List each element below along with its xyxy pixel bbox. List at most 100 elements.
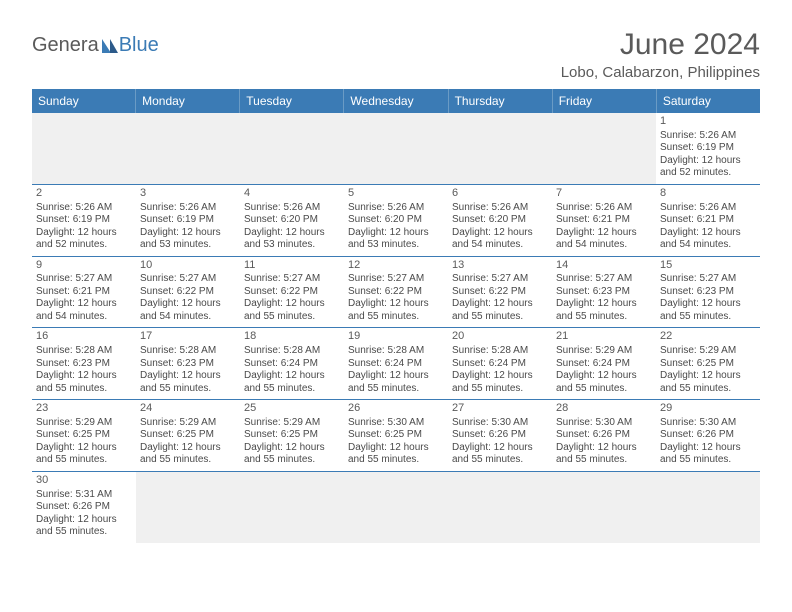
day-cell: 30Sunrise: 5:31 AMSunset: 6:26 PMDayligh… — [32, 472, 136, 543]
day-number: 14 — [556, 259, 652, 273]
daylight1-text: Daylight: 12 hours — [244, 370, 340, 383]
daylight2-text: and 55 minutes. — [660, 311, 756, 324]
calendar-grid: SundayMondayTuesdayWednesdayThursdayFrid… — [32, 89, 760, 543]
sunrise-text: Sunrise: 5:29 AM — [140, 417, 236, 430]
sunrise-text: Sunrise: 5:26 AM — [452, 202, 548, 215]
daylight1-text: Daylight: 12 hours — [244, 227, 340, 240]
day-cell: 3Sunrise: 5:26 AMSunset: 6:19 PMDaylight… — [136, 185, 240, 256]
sunset-text: Sunset: 6:19 PM — [660, 142, 756, 155]
week-row: 2Sunrise: 5:26 AMSunset: 6:19 PMDaylight… — [32, 185, 760, 257]
sunset-text: Sunset: 6:21 PM — [660, 214, 756, 227]
day-cell: 24Sunrise: 5:29 AMSunset: 6:25 PMDayligh… — [136, 400, 240, 471]
day-number: 21 — [556, 330, 652, 344]
sunset-text: Sunset: 6:25 PM — [348, 429, 444, 442]
day-cell: 9Sunrise: 5:27 AMSunset: 6:21 PMDaylight… — [32, 257, 136, 328]
sunrise-text: Sunrise: 5:29 AM — [244, 417, 340, 430]
sunset-text: Sunset: 6:25 PM — [140, 429, 236, 442]
daylight1-text: Daylight: 12 hours — [348, 370, 444, 383]
day-number: 24 — [140, 402, 236, 416]
logo-icon — [102, 39, 118, 53]
sunset-text: Sunset: 6:23 PM — [660, 286, 756, 299]
daylight2-text: and 55 minutes. — [36, 454, 132, 467]
sunset-text: Sunset: 6:26 PM — [660, 429, 756, 442]
logo: Genera Blue — [32, 34, 159, 57]
sunrise-text: Sunrise: 5:26 AM — [36, 202, 132, 215]
day-number: 15 — [660, 259, 756, 273]
sunrise-text: Sunrise: 5:27 AM — [556, 273, 652, 286]
sunset-text: Sunset: 6:25 PM — [244, 429, 340, 442]
sunrise-text: Sunrise: 5:30 AM — [660, 417, 756, 430]
day-number: 6 — [452, 187, 548, 201]
daylight1-text: Daylight: 12 hours — [660, 227, 756, 240]
sunset-text: Sunset: 6:23 PM — [556, 286, 652, 299]
day-cell: 12Sunrise: 5:27 AMSunset: 6:22 PMDayligh… — [344, 257, 448, 328]
daylight2-text: and 55 minutes. — [452, 383, 548, 396]
day-number: 30 — [36, 474, 132, 488]
daylight1-text: Daylight: 12 hours — [348, 298, 444, 311]
daylight2-text: and 52 minutes. — [660, 167, 756, 180]
daylight1-text: Daylight: 12 hours — [660, 155, 756, 168]
day-cell: 2Sunrise: 5:26 AMSunset: 6:19 PMDaylight… — [32, 185, 136, 256]
daylight2-text: and 54 minutes. — [36, 311, 132, 324]
sunrise-text: Sunrise: 5:30 AM — [556, 417, 652, 430]
day-header: Wednesday — [344, 89, 448, 113]
day-header: Tuesday — [240, 89, 344, 113]
empty-cell — [136, 472, 240, 543]
day-cell: 8Sunrise: 5:26 AMSunset: 6:21 PMDaylight… — [656, 185, 760, 256]
sunset-text: Sunset: 6:20 PM — [244, 214, 340, 227]
day-number: 25 — [244, 402, 340, 416]
sunrise-text: Sunrise: 5:29 AM — [556, 345, 652, 358]
day-number: 13 — [452, 259, 548, 273]
calendar-page: Genera Blue June 2024 Lobo, Calabarzon, … — [0, 0, 792, 543]
sunset-text: Sunset: 6:22 PM — [244, 286, 340, 299]
day-number: 29 — [660, 402, 756, 416]
daylight1-text: Daylight: 12 hours — [660, 298, 756, 311]
daylight2-text: and 55 minutes. — [660, 383, 756, 396]
day-cell: 25Sunrise: 5:29 AMSunset: 6:25 PMDayligh… — [240, 400, 344, 471]
daylight2-text: and 55 minutes. — [348, 454, 444, 467]
empty-cell — [344, 113, 448, 184]
daylight1-text: Daylight: 12 hours — [348, 227, 444, 240]
daylight1-text: Daylight: 12 hours — [36, 227, 132, 240]
daylight2-text: and 54 minutes. — [452, 239, 548, 252]
day-cell: 23Sunrise: 5:29 AMSunset: 6:25 PMDayligh… — [32, 400, 136, 471]
day-cell: 29Sunrise: 5:30 AMSunset: 6:26 PMDayligh… — [656, 400, 760, 471]
day-number: 22 — [660, 330, 756, 344]
daylight1-text: Daylight: 12 hours — [556, 298, 652, 311]
sunset-text: Sunset: 6:22 PM — [452, 286, 548, 299]
sunrise-text: Sunrise: 5:26 AM — [348, 202, 444, 215]
sunrise-text: Sunrise: 5:31 AM — [36, 489, 132, 502]
daylight1-text: Daylight: 12 hours — [556, 227, 652, 240]
sunrise-text: Sunrise: 5:27 AM — [36, 273, 132, 286]
daylight2-text: and 53 minutes. — [348, 239, 444, 252]
daylight1-text: Daylight: 12 hours — [36, 514, 132, 527]
daylight1-text: Daylight: 12 hours — [660, 370, 756, 383]
day-number: 18 — [244, 330, 340, 344]
daylight2-text: and 55 minutes. — [452, 311, 548, 324]
day-cell: 5Sunrise: 5:26 AMSunset: 6:20 PMDaylight… — [344, 185, 448, 256]
daylight1-text: Daylight: 12 hours — [140, 298, 236, 311]
day-cell: 11Sunrise: 5:27 AMSunset: 6:22 PMDayligh… — [240, 257, 344, 328]
daylight2-text: and 55 minutes. — [348, 311, 444, 324]
sunrise-text: Sunrise: 5:26 AM — [556, 202, 652, 215]
day-number: 2 — [36, 187, 132, 201]
empty-cell — [344, 472, 448, 543]
daylight2-text: and 54 minutes. — [660, 239, 756, 252]
day-header: Thursday — [449, 89, 553, 113]
day-cell: 4Sunrise: 5:26 AMSunset: 6:20 PMDaylight… — [240, 185, 344, 256]
daylight1-text: Daylight: 12 hours — [140, 227, 236, 240]
day-number: 17 — [140, 330, 236, 344]
daylight2-text: and 55 minutes. — [348, 383, 444, 396]
day-cell: 22Sunrise: 5:29 AMSunset: 6:25 PMDayligh… — [656, 328, 760, 399]
daylight2-text: and 55 minutes. — [244, 383, 340, 396]
day-cell: 1Sunrise: 5:26 AMSunset: 6:19 PMDaylight… — [656, 113, 760, 184]
day-cell: 28Sunrise: 5:30 AMSunset: 6:26 PMDayligh… — [552, 400, 656, 471]
sunset-text: Sunset: 6:23 PM — [36, 358, 132, 371]
sunset-text: Sunset: 6:24 PM — [244, 358, 340, 371]
location-subtitle: Lobo, Calabarzon, Philippines — [561, 64, 760, 81]
sunrise-text: Sunrise: 5:27 AM — [452, 273, 548, 286]
daylight1-text: Daylight: 12 hours — [452, 442, 548, 455]
day-cell: 15Sunrise: 5:27 AMSunset: 6:23 PMDayligh… — [656, 257, 760, 328]
day-number: 11 — [244, 259, 340, 273]
week-row: 9Sunrise: 5:27 AMSunset: 6:21 PMDaylight… — [32, 257, 760, 329]
